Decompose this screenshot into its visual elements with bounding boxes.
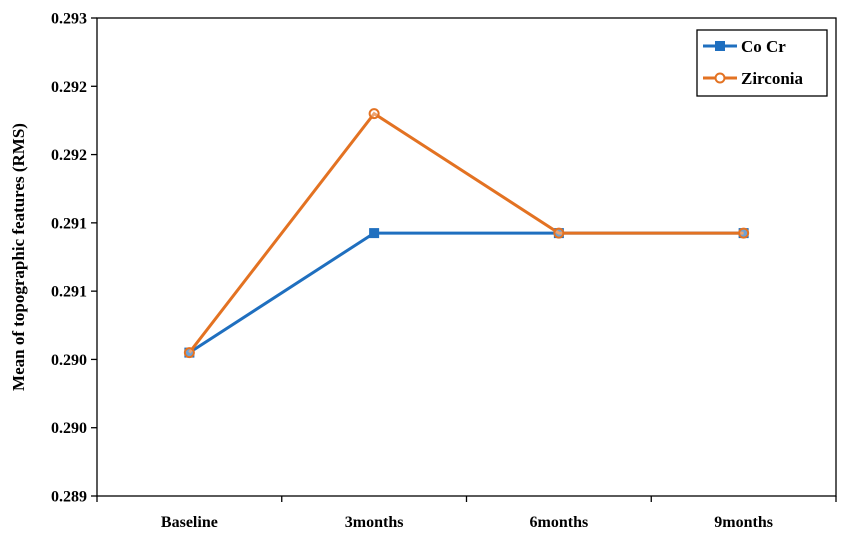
legend-marker [715,41,725,51]
legend-label: Zirconia [741,69,804,88]
x-tick-label: Baseline [161,514,218,531]
data-point [738,227,750,239]
legend-item: Co Cr [703,37,786,56]
y-tick-label: 0.292 [51,147,87,164]
data-point [369,228,380,239]
y-ticks: 0.289 0.290 0.290 0.291 0.291 0.292 0.292 0.293 [51,11,97,506]
series-zirconia [183,108,750,359]
y-axis-title: Mean of topographic features (RMS) [9,123,28,391]
legend-label: Co Cr [741,37,786,56]
y-tick-label: 0.290 [51,420,87,437]
y-tick-label: 0.293 [51,11,87,28]
legend-marker [714,72,726,84]
y-tick-label: 0.289 [51,489,87,506]
legend-item: Zirconia [703,69,804,88]
y-tick-label: 0.292 [51,79,87,96]
series-line [188,231,744,354]
series-group [183,108,750,359]
data-point [553,227,565,239]
x-tick-label: 6months [530,514,589,531]
data-point [183,347,195,359]
y-tick-label: 0.291 [51,215,87,232]
data-point [368,108,380,120]
x-tick-label: 9months [714,514,773,531]
x-tick-label: 3months [345,514,404,531]
y-tick-label: 0.291 [51,284,87,301]
y-tick-label: 0.290 [51,352,87,369]
legend: Co Cr Zirconia [696,29,828,97]
x-ticks: Baseline 3months 6months 9months [96,496,837,531]
series-line [188,111,744,354]
